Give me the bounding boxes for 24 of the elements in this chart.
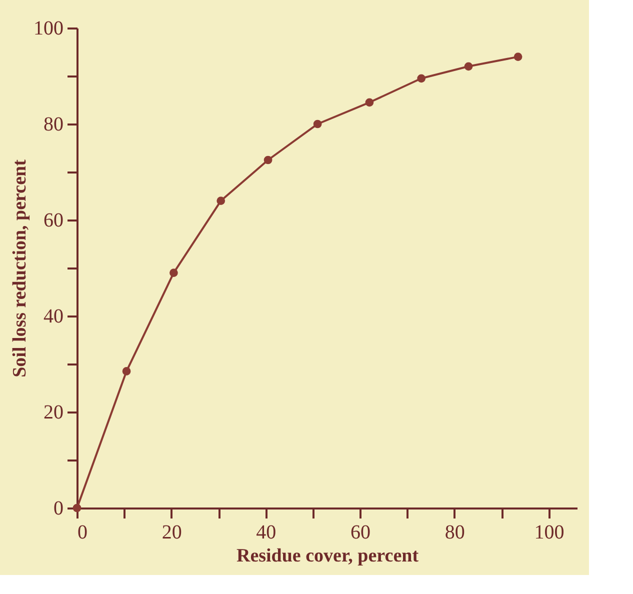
y-tick-label: 20 — [44, 402, 64, 424]
y-tick-label: 40 — [44, 306, 64, 328]
x-axis-title: Residue cover, percent — [236, 546, 420, 566]
y-axis-title: Soil loss reduction, percent — [10, 158, 30, 378]
point — [365, 98, 374, 107]
y-tick-label: 80 — [44, 114, 64, 136]
x-tick-label: 100 — [534, 522, 564, 544]
point — [514, 52, 522, 61]
point — [417, 74, 426, 83]
point — [313, 120, 322, 128]
y-tick-label: 60 — [44, 210, 64, 232]
x-tick-label: 40 — [256, 522, 276, 544]
point — [72, 504, 82, 512]
x-tick-label: 80 — [444, 522, 465, 544]
x-tick-label: 0 — [78, 522, 88, 544]
point — [122, 367, 131, 376]
x-tick-label: 20 — [162, 522, 182, 544]
point — [464, 62, 473, 71]
point — [264, 156, 272, 164]
y-tick-label: 0 — [54, 498, 64, 520]
point — [216, 196, 226, 205]
x-tick-label: 60 — [350, 522, 371, 544]
y-tick-label: 100 — [34, 18, 64, 40]
point — [170, 268, 178, 277]
